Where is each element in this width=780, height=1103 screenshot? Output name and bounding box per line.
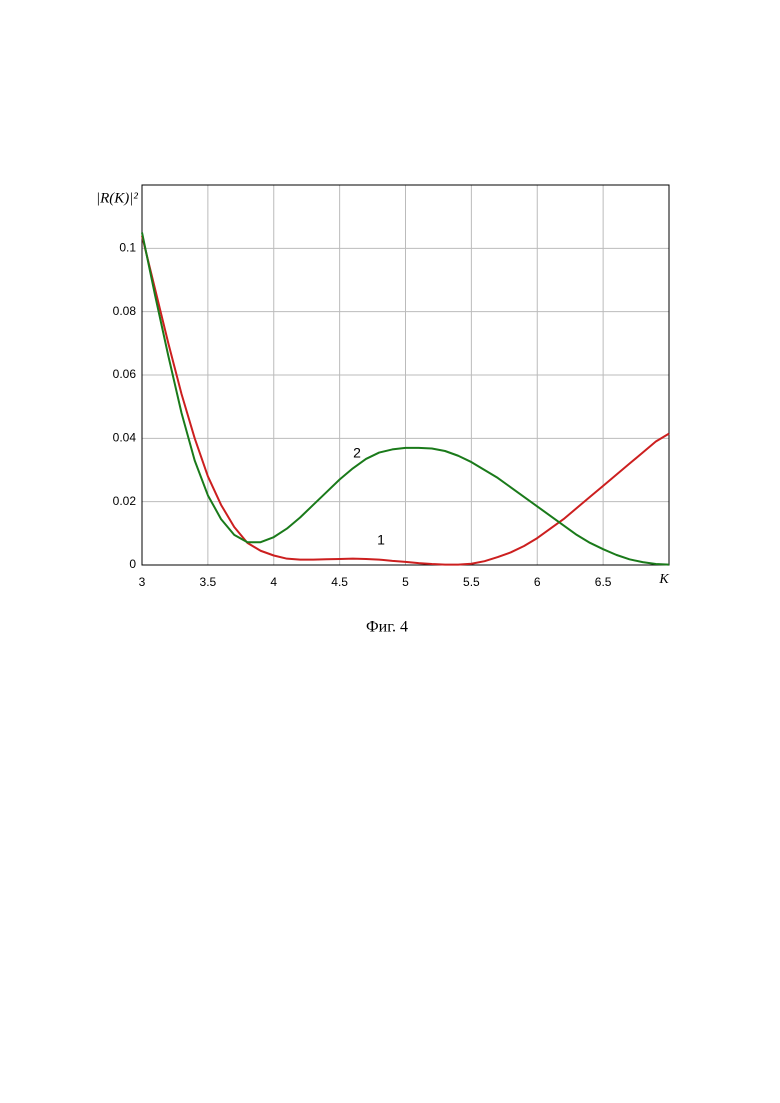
- y-tick-label: 0.06: [113, 367, 137, 381]
- y-tick-label: 0.02: [113, 494, 137, 508]
- y-axis-label: |R(K)|²: [96, 190, 138, 206]
- x-tick-label: 5: [402, 575, 409, 589]
- y-tick-label: 0: [129, 557, 136, 571]
- x-tick-label: 3: [139, 575, 146, 589]
- x-tick-label: 4.5: [331, 575, 348, 589]
- x-axis-label: K: [658, 572, 669, 587]
- y-tick-label: 0.1: [119, 241, 136, 255]
- x-tick-label: 6: [534, 575, 541, 589]
- series-label: 1: [377, 532, 385, 548]
- chart: |R(K)|² K Фиг. 4 0 0.02 0.04 0.06 0.08 0.1 3 3.…: [0, 0, 780, 1103]
- page: {"chart_data": {"type": "line", "y_label…: [0, 0, 780, 1103]
- x-tick-label: 4: [270, 575, 277, 589]
- y-tick-label: 0.04: [113, 431, 137, 445]
- x-tick-label: 3.5: [200, 575, 217, 589]
- caption: Фиг. 4: [366, 619, 408, 636]
- x-tick-label: 5.5: [463, 575, 480, 589]
- x-tick-label: 6.5: [595, 575, 612, 589]
- series-label: 2: [353, 445, 361, 461]
- y-tick-label: 0.08: [113, 304, 137, 318]
